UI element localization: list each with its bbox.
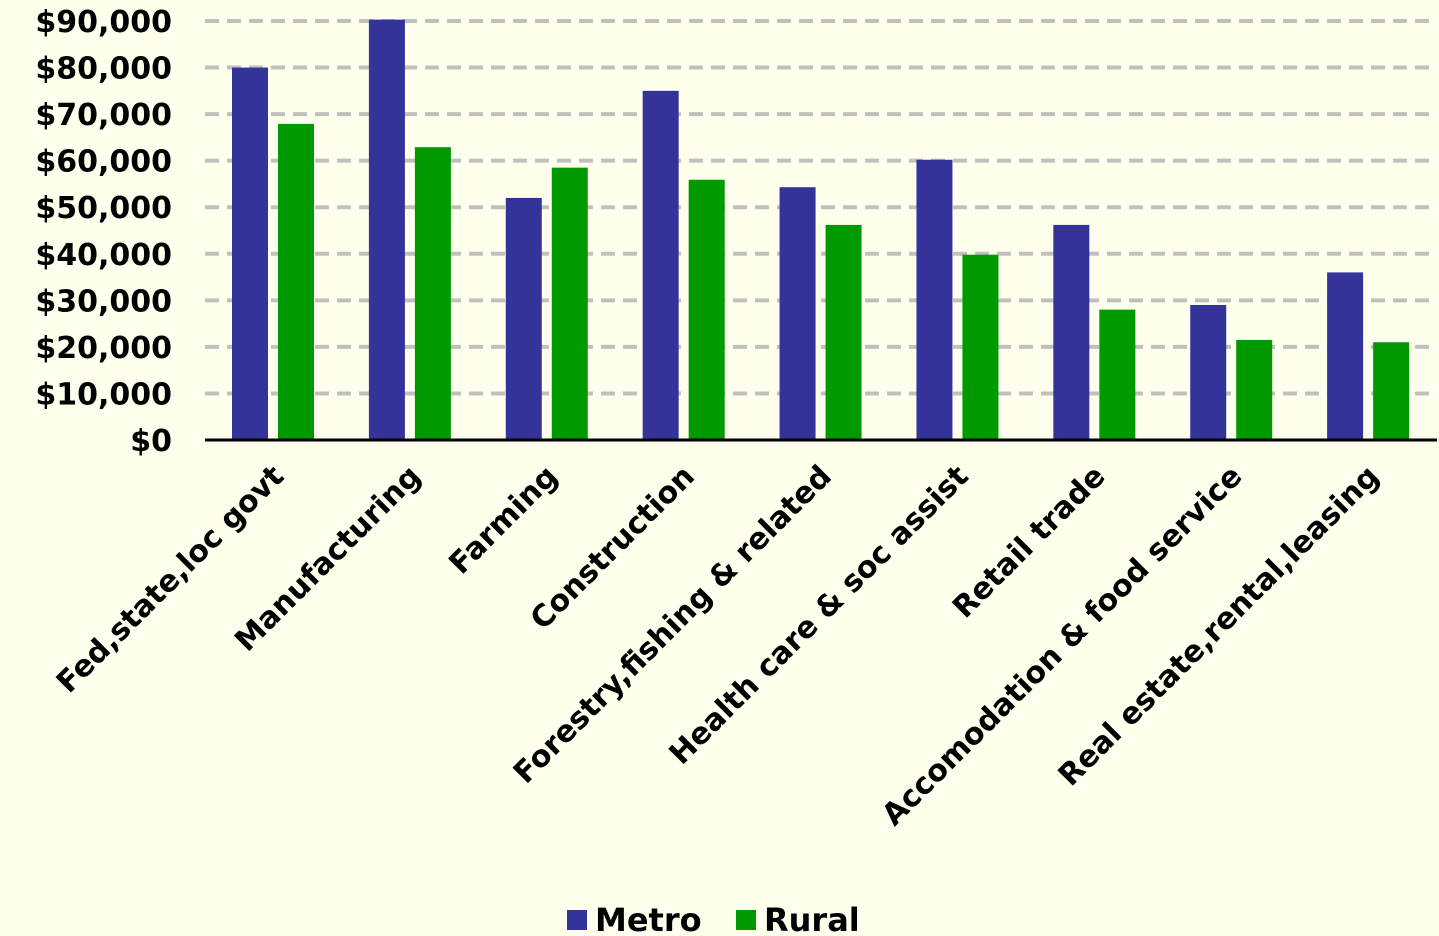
bar-metro-2 — [505, 197, 542, 440]
y-tick-label: $10,000 — [35, 377, 172, 412]
bar-rural-4 — [825, 224, 862, 440]
bar-rural-2 — [551, 167, 588, 440]
bar-metro-3 — [642, 90, 679, 440]
legend-swatch-rural — [736, 910, 756, 930]
x-category-label: Farming — [442, 459, 564, 581]
legend-swatch-metro — [567, 910, 587, 930]
y-tick-label: $60,000 — [35, 145, 172, 180]
bar-metro-6 — [1053, 224, 1090, 440]
x-category-label: Fed,state,loc govt — [50, 459, 291, 700]
y-axis-tick-labels: $0 $10,000 $20,000 $30,000 $40,000 $50,000 $60… — [35, 5, 172, 459]
bar-rural-0 — [278, 123, 314, 440]
legend-label-rural: Rural — [764, 901, 860, 936]
bar-metro-8 — [1327, 272, 1364, 440]
bar-rural-8 — [1373, 342, 1410, 440]
bar-metro-0 — [232, 67, 268, 441]
legend-label-metro: Metro — [595, 901, 702, 936]
y-tick-label: $90,000 — [35, 5, 172, 40]
y-tick-label: $50,000 — [35, 191, 172, 226]
bar-metro-1 — [368, 19, 405, 440]
bars — [232, 19, 1410, 441]
gridlines — [205, 19, 1437, 396]
y-tick-label: $30,000 — [35, 284, 172, 319]
y-tick-label: $70,000 — [35, 98, 172, 133]
y-tick-label: $80,000 — [35, 52, 172, 87]
bar-metro-5 — [916, 159, 953, 441]
bar-rural-1 — [414, 147, 451, 440]
bar-rural-5 — [962, 254, 999, 440]
legend: Metro Rural — [567, 901, 860, 936]
bar-rural-7 — [1236, 339, 1273, 440]
bar-metro-4 — [779, 187, 816, 440]
x-category-label: Health care & soc assist — [663, 459, 976, 772]
bar-rural-6 — [1099, 309, 1136, 440]
y-tick-label: $0 — [130, 424, 172, 459]
bar-metro-7 — [1190, 304, 1227, 440]
y-tick-label: $20,000 — [35, 331, 172, 366]
bar-rural-3 — [688, 179, 725, 440]
y-tick-label: $40,000 — [35, 238, 172, 273]
